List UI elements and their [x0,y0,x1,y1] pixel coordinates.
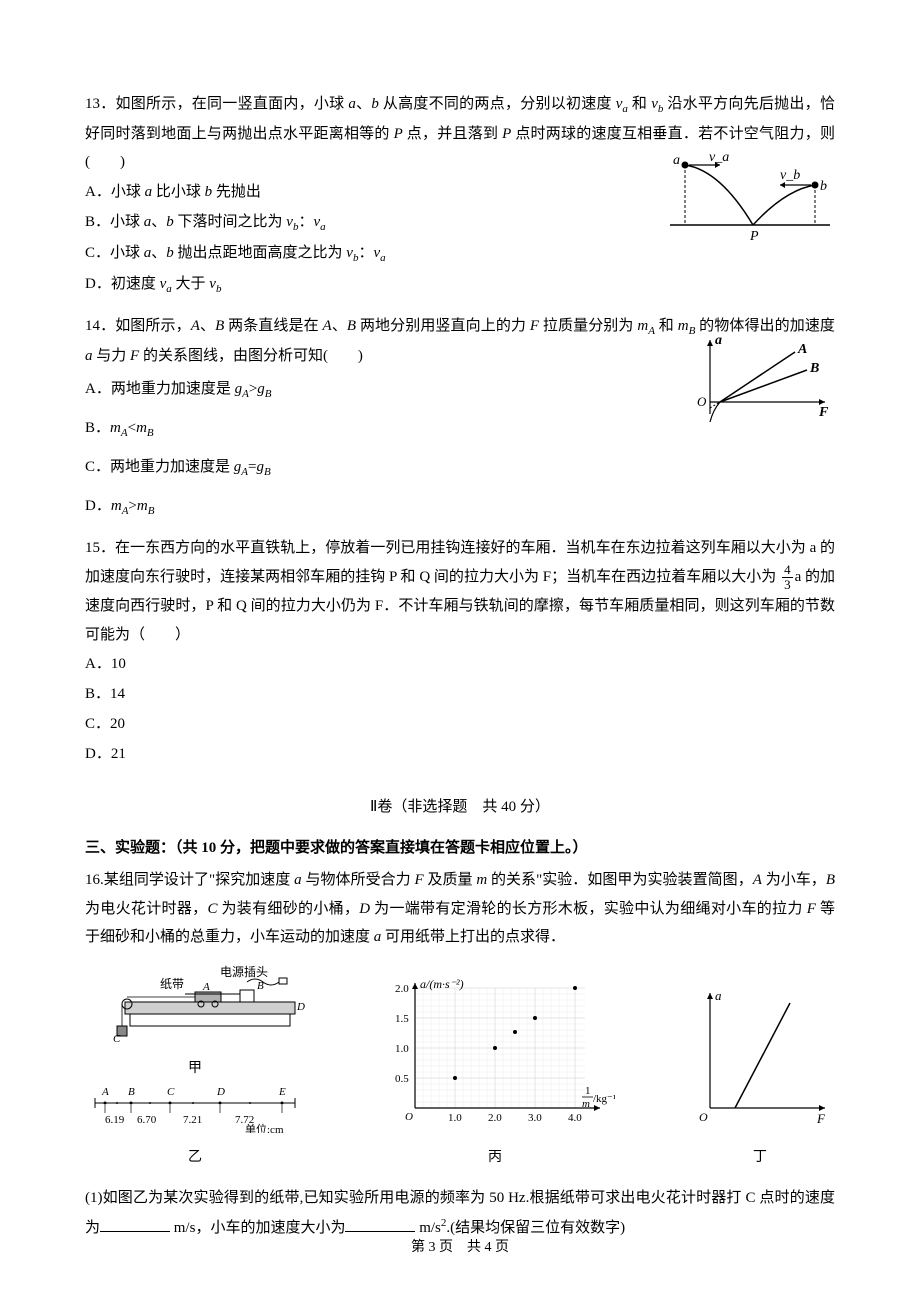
svg-text:0.5: 0.5 [395,1073,409,1085]
page-footer: 第 3 页 共 4 页 [0,1235,920,1262]
question-15: 15．在一东西方向的水平直铁轨上，停放着一列已用挂钩连接好的车厢．当机车在东边拉… [85,534,835,769]
q15-option-c: C．20 [85,709,835,739]
q15-text1: 在一东西方向的水平直铁轨上，停放着一列已用挂钩连接好的车厢．当机车在东边拉着这列… [85,540,835,585]
svg-text:7.21: 7.21 [183,1114,202,1126]
section-2-title: Ⅱ卷（非选择题 共 40 分） [85,793,835,822]
blank-acceleration [345,1217,415,1232]
q15-option-b: B．14 [85,679,835,709]
svg-text:2.0: 2.0 [488,1112,502,1124]
q15-option-a: A．10 [85,649,835,679]
section-3-header: 三、实验题：（共 10 分，把题中要求做的答案直接填在答题卡相应位置上。） [85,834,835,863]
q14-figure: O a F A B [685,332,835,443]
question-14: O a F A B 14．如图所示，A、B 两条直线是在 A、B 两地分别用竖直… [85,312,835,522]
svg-text:B: B [128,1086,135,1098]
svg-text:b: b [820,179,827,194]
svg-text:a/(m·s⁻²): a/(m·s⁻²) [420,978,464,991]
svg-text:a: a [673,153,680,168]
a-f-graph: O a F A B [685,332,835,432]
svg-text:O: O [697,394,707,409]
svg-text:a: a [715,333,722,348]
q16-stem: 16.某组同学设计了"探究加速度 a 与物体所受合力 F 及质量 m 的关系"实… [85,866,835,952]
projectile-diagram: a v_a b v_b P [665,150,835,240]
svg-text:1.0: 1.0 [395,1043,409,1055]
svg-text:A: A [101,1086,109,1098]
svg-text:a: a [715,988,722,1003]
q16-figures-row: 电源插头 纸带 A B C D 甲 [85,964,835,1172]
q16-number: 16. [85,872,104,888]
svg-text:4.0: 4.0 [568,1112,582,1124]
svg-text:F: F [816,1111,826,1126]
svg-text:O: O [405,1111,413,1123]
q13-option-d: D．初速度 va 大于 vb [85,269,835,300]
q14-number: 14． [85,318,115,334]
question-13: a v_a b v_b P 13．如图所示，在同一竖直面内，小球 a、b 从高度… [85,90,835,300]
svg-text:/kg⁻¹: /kg⁻¹ [593,1093,615,1105]
svg-text:B: B [257,980,264,992]
svg-text:D: D [296,1001,305,1013]
svg-text:D: D [216,1086,225,1098]
jia-label: 甲 [85,1056,305,1083]
svg-text:纸带: 纸带 [160,977,184,991]
fraction-4-3: 43 [782,563,793,593]
svg-text:C: C [167,1086,175,1098]
svg-text:F: F [818,405,829,420]
tape-diagram: A B C D E 6.19 6.70 7.21 7.72 单位:cm [85,1083,305,1133]
q16-p1-suffix: m/s2.(结果均保留三位有效数字) [415,1220,625,1236]
q13-figure: a v_a b v_b P [665,150,835,251]
blank-velocity [100,1217,170,1232]
scatter-graph: a/(m·s⁻²) 0.5 1.0 1.5 2.0 O 1.0 2.0 3.0 … [375,978,615,1133]
q15-stem: 15．在一东西方向的水平直铁轨上，停放着一列已用挂钩连接好的车厢．当机车在东边拉… [85,534,835,649]
fig-jia-yi: 电源插头 纸带 A B C D 甲 [85,964,305,1172]
svg-text:C: C [113,1033,121,1044]
svg-text:A: A [202,981,210,993]
svg-text:A: A [797,342,807,357]
q14-option-d: D．mA>mB [85,491,835,522]
svg-text:B: B [809,361,819,376]
yi-label: 乙 [85,1145,305,1172]
ding-label: 丁 [685,1145,835,1172]
q16-p1-mid: m/s，小车的加速度大小为 [170,1220,345,1236]
q16-part1: (1)如图乙为某次实验得到的纸带,已知实验所用电源的频率为 50 Hz.根据纸带… [85,1184,835,1242]
svg-text:E: E [278,1086,286,1098]
q13-number: 13． [85,96,116,112]
svg-text:2.0: 2.0 [395,983,409,995]
fig-ding: O a F 丁 [685,978,835,1172]
q15-option-d: D．21 [85,739,835,769]
fig-bing: a/(m·s⁻²) 0.5 1.0 1.5 2.0 O 1.0 2.0 3.0 … [375,978,615,1172]
svg-text:单位:cm: 单位:cm [245,1122,284,1133]
svg-text:v_b: v_b [780,168,800,183]
q14-option-c: C．两地重力加速度是 gA=gB [85,452,835,483]
svg-text:O: O [699,1110,708,1124]
svg-text:6.70: 6.70 [137,1114,157,1126]
svg-text:电源插头: 电源插头 [220,965,268,979]
apparatus-diagram: 电源插头 纸带 A B C D [85,964,305,1044]
svg-text:3.0: 3.0 [528,1112,542,1124]
svg-text:P: P [749,229,759,240]
question-16: 16.某组同学设计了"探究加速度 a 与物体所受合力 F 及质量 m 的关系"实… [85,866,835,1242]
svg-text:6.19: 6.19 [105,1114,125,1126]
bing-label: 丙 [375,1145,615,1172]
svg-text:v_a: v_a [709,150,729,165]
q15-number: 15． [85,540,115,556]
svg-text:1: 1 [585,1085,591,1097]
svg-text:m: m [582,1098,590,1110]
svg-text:1.0: 1.0 [448,1112,462,1124]
svg-text:1.5: 1.5 [395,1013,409,1025]
a-f-line-graph: O a F [685,978,835,1133]
